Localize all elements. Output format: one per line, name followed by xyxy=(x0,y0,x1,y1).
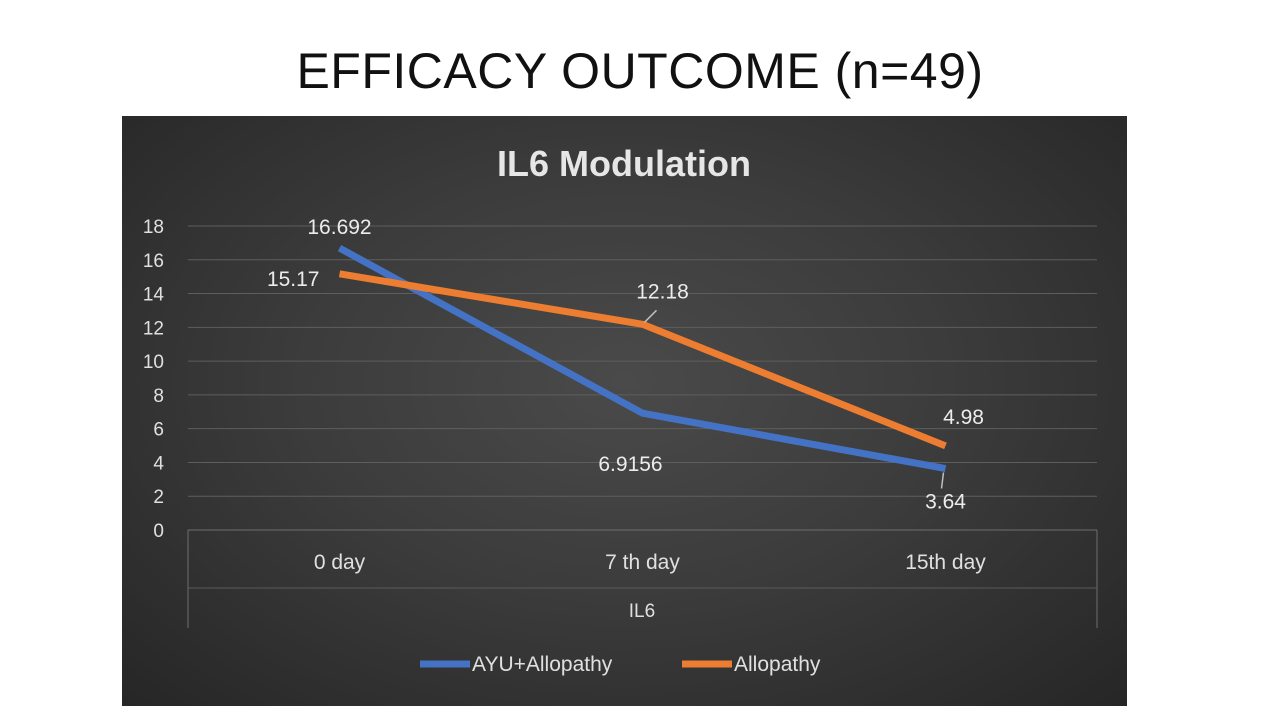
chart-panel: IL6 Modulation 0 2 4 6 8 10 12 14 16 18 0 day 7 th… xyxy=(122,116,1127,706)
data-label: 12.18 xyxy=(636,280,689,303)
y-axis-ticks: 0 2 4 6 8 10 12 14 16 18 xyxy=(143,217,165,542)
y-tick-label: 18 xyxy=(143,217,164,238)
data-label: 4.98 xyxy=(943,406,984,429)
y-tick-label: 0 xyxy=(153,521,164,542)
y-tick-label: 14 xyxy=(143,285,165,306)
data-label: 6.9156 xyxy=(598,453,662,476)
data-label: 16.692 xyxy=(307,216,371,239)
y-tick-label: 12 xyxy=(143,318,164,339)
chart-title: IL6 Modulation xyxy=(497,143,751,184)
x-axis-categories: 0 day 7 th day 15th day xyxy=(314,551,986,574)
x-axis-title: IL6 xyxy=(629,601,655,622)
y-tick-label: 10 xyxy=(143,352,164,373)
y-tick-label: 4 xyxy=(153,453,164,474)
legend-label: Allopathy xyxy=(734,653,821,676)
slide-title: EFFICACY OUTCOME (n=49) xyxy=(296,43,984,99)
data-label-leader xyxy=(643,309,658,323)
gridlines xyxy=(188,225,1097,531)
series-lines xyxy=(337,245,947,472)
y-tick-label: 6 xyxy=(153,420,164,441)
y-tick-label: 2 xyxy=(153,487,164,508)
x-category-label: 15th day xyxy=(905,551,986,574)
data-label: 3.64 xyxy=(925,491,966,514)
line-chart: IL6 Modulation 0 2 4 6 8 10 12 14 16 18 0 day 7 th… xyxy=(143,143,1098,676)
data-label: 15.17 xyxy=(267,268,320,291)
x-category-label: 7 th day xyxy=(605,551,680,574)
category-axis-frame xyxy=(187,530,1098,628)
series-line xyxy=(338,270,947,450)
legend-label: AYU+Allopathy xyxy=(472,653,613,676)
legend: AYU+Allopathy Allopathy xyxy=(420,653,821,676)
series-line xyxy=(337,245,947,472)
y-tick-label: 8 xyxy=(153,386,164,407)
x-category-label: 0 day xyxy=(314,551,366,574)
y-tick-label: 16 xyxy=(143,251,164,272)
data-label-leader xyxy=(940,472,945,489)
data-labels: 16.692 6.9156 3.64 15.17 12.18 4.98 xyxy=(267,216,984,513)
